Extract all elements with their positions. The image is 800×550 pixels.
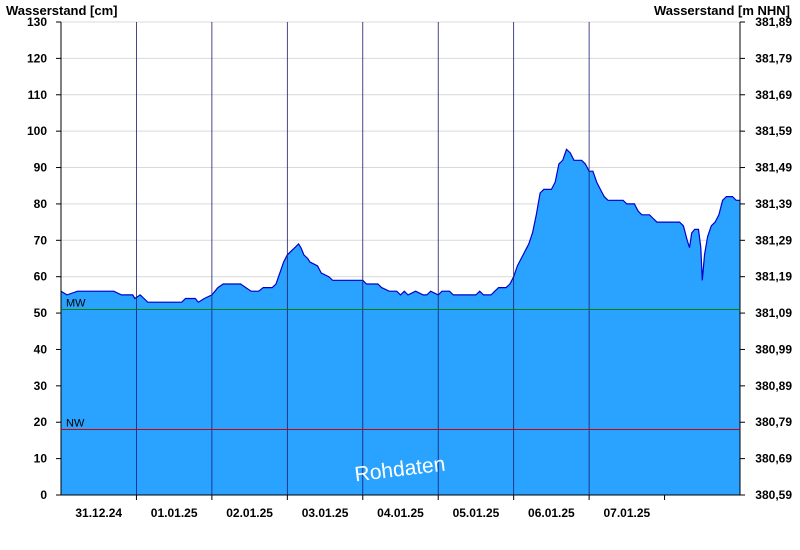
left-tick-label: 50 (34, 306, 48, 320)
left-tick-label: 100 (27, 124, 47, 138)
right-axis-ticks: 380,59 380,69 380,79 380,89 380,99 381,09 381,… (740, 15, 792, 502)
water-level-line (60, 148, 740, 303)
left-tick-label: 0 (40, 488, 47, 502)
left-tick-label: 30 (34, 379, 48, 393)
reference-label-nw: NW (66, 418, 85, 430)
left-axis-ticks: 0 10 20 30 40 50 60 70 80 90 100 110 120 130 (27, 15, 61, 502)
reference-label-mw: MW (66, 297, 86, 309)
x-axis-ticks: 31.12.24 01.01.25 02.01.25 03.01.25 04.01.25… (75, 495, 666, 520)
left-tick-label: 20 (34, 415, 48, 429)
left-tick-label: 110 (28, 88, 48, 102)
right-tick-label: 380,69 (755, 452, 792, 466)
left-tick-label: 130 (27, 15, 47, 29)
x-tick-label: 03.01.25 (302, 506, 349, 520)
x-tick-label: 01.01.25 (151, 506, 198, 520)
right-tick-label: 381,29 (755, 233, 792, 247)
right-tick-label: 380,89 (755, 379, 792, 393)
right-tick-label: 381,49 (755, 161, 792, 175)
right-tick-label: 381,89 (755, 15, 792, 29)
left-tick-label: 10 (34, 452, 48, 466)
left-axis-title: Wasserstand [cm] (6, 3, 118, 18)
right-tick-label: 381,79 (755, 51, 792, 65)
right-tick-label: 381,09 (755, 306, 792, 320)
right-tick-label: 381,19 (755, 270, 792, 284)
left-tick-label: 120 (27, 51, 47, 65)
right-tick-label: 381,69 (755, 88, 792, 102)
right-tick-label: 381,59 (755, 124, 792, 138)
right-tick-label: 380,79 (755, 415, 792, 429)
right-tick-label: 380,99 (755, 342, 792, 356)
left-tick-label: 80 (34, 197, 48, 211)
x-tick-label: 05.01.25 (453, 506, 500, 520)
right-axis-title: Wasserstand [m NHN] (654, 3, 790, 18)
plot-area: MW NW (60, 21, 741, 496)
x-tick-label: 02.01.25 (226, 506, 273, 520)
right-tick-label: 380,59 (755, 488, 792, 502)
left-tick-label: 70 (34, 233, 48, 247)
x-tick-label: 31.12.24 (75, 506, 122, 520)
left-tick-label: 40 (34, 342, 48, 356)
x-tick-label: 06.01.25 (528, 506, 575, 520)
left-tick-label: 90 (34, 161, 48, 175)
x-tick-label: 04.01.25 (377, 506, 424, 520)
water-level-area (61, 149, 740, 496)
left-tick-label: 60 (34, 270, 48, 284)
x-tick-label: 07.01.25 (603, 506, 650, 520)
right-tick-label: 381,39 (755, 197, 792, 211)
